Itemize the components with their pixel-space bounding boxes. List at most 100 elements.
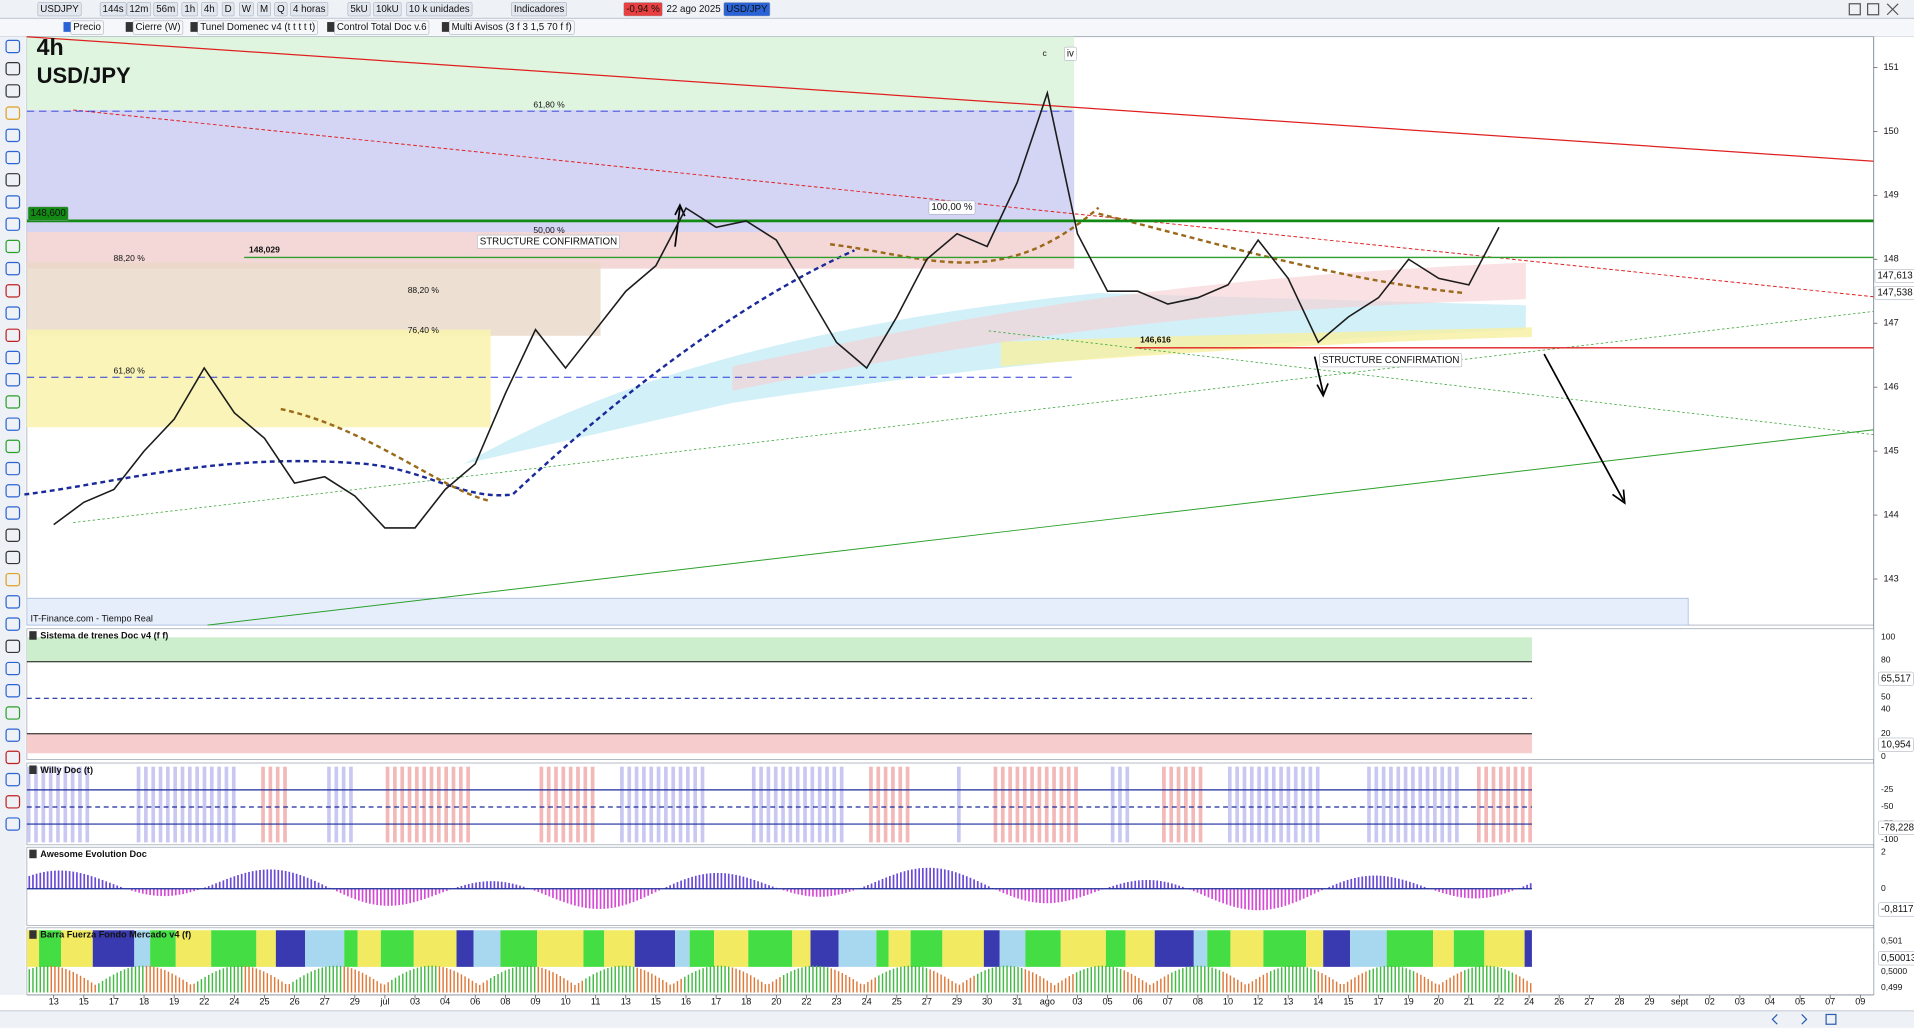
stripe <box>385 766 390 843</box>
scroll-controls[interactable] <box>1771 1013 1837 1025</box>
toolbar-item-bg[interactable] <box>201 2 218 17</box>
toolbar-item-bg[interactable] <box>623 2 663 17</box>
tool-button[interactable] <box>5 550 21 565</box>
toolbar-item[interactable]: -0,94 % <box>626 4 660 15</box>
toolbar-item-bg[interactable] <box>239 2 254 17</box>
toolbar-item-bg[interactable] <box>406 2 473 17</box>
panel-title-icon[interactable] <box>29 631 37 640</box>
toolbar-item[interactable]: 4 horas <box>293 4 326 15</box>
tool-button[interactable] <box>5 528 21 542</box>
toolbar-item[interactable]: 22 ago 2025 <box>666 4 721 15</box>
indicator-icon[interactable] <box>63 22 71 32</box>
toolbar-item[interactable]: 56m <box>156 4 175 15</box>
indicator-icon[interactable] <box>125 22 134 32</box>
tool-button[interactable] <box>5 706 21 720</box>
tool-button[interactable] <box>5 817 21 831</box>
tool-button[interactable] <box>5 461 21 476</box>
tool-button[interactable] <box>5 106 21 120</box>
window-controls[interactable] <box>1848 3 1899 16</box>
tool-button[interactable] <box>5 572 21 587</box>
toolbar-item-bg[interactable] <box>221 2 235 17</box>
indicator-item-bg[interactable] <box>334 20 430 35</box>
toolbar-item-bg[interactable] <box>511 2 568 17</box>
panel-title-icon[interactable] <box>29 930 37 939</box>
tool-button[interactable] <box>5 195 21 209</box>
tool-button[interactable] <box>5 417 21 431</box>
indicator-item[interactable]: Precio <box>73 22 101 33</box>
tool-button[interactable] <box>5 84 21 98</box>
toolbar-item[interactable]: 1h <box>184 4 195 15</box>
indicator-item-bg[interactable] <box>448 20 575 35</box>
toolbar-item[interactable]: 5kU <box>350 4 367 15</box>
tool-button[interactable] <box>5 217 21 231</box>
tool-button[interactable] <box>5 772 21 787</box>
tool-button[interactable] <box>5 506 21 520</box>
toolbar-item[interactable]: USD/JPY <box>726 4 768 15</box>
tool-button[interactable] <box>5 373 21 387</box>
zoom[interactable] <box>1825 1013 1837 1025</box>
toolbar-item-bg[interactable] <box>373 2 402 17</box>
toolbar-item[interactable]: 144s <box>103 4 124 15</box>
toolbar-item[interactable]: 4h <box>204 4 215 15</box>
indicator-icon[interactable] <box>327 22 335 32</box>
toolbar-item-bg[interactable] <box>99 2 127 17</box>
tool-button[interactable] <box>5 484 21 498</box>
tool-button[interactable] <box>5 639 21 654</box>
scroll-left[interactable] <box>1771 1014 1778 1025</box>
tool-button[interactable] <box>5 284 21 298</box>
minimize[interactable] <box>1848 3 1861 16</box>
toolbar-item-bg[interactable] <box>257 2 271 17</box>
toolbar-item[interactable]: W <box>242 4 252 15</box>
tool-button[interactable] <box>5 39 21 54</box>
tool-button[interactable] <box>5 595 21 609</box>
tool-button[interactable] <box>5 306 21 320</box>
toolbar-item[interactable]: D <box>225 4 232 15</box>
toolbar-item[interactable]: Q <box>277 4 285 15</box>
indicator-item-bg[interactable] <box>70 20 104 35</box>
tool-button[interactable] <box>5 728 21 742</box>
indicator-item-bg[interactable] <box>197 20 318 35</box>
tool-button[interactable] <box>5 128 21 143</box>
indicator-item[interactable]: Tunel Domenec v4 (t t t t t) <box>200 22 315 33</box>
tool-button[interactable] <box>5 150 21 165</box>
toolbar-item-bg[interactable] <box>347 2 371 17</box>
tool-button[interactable] <box>5 750 21 765</box>
indicator-item[interactable]: Cierre (W) <box>135 22 180 33</box>
panel-title-icon[interactable] <box>29 849 37 859</box>
toolbar-item[interactable]: 12m <box>129 4 148 15</box>
indicator-item-bg[interactable] <box>132 20 184 35</box>
toolbar-item-bg[interactable] <box>37 2 82 17</box>
tool-button[interactable] <box>5 61 21 76</box>
tool-button[interactable] <box>5 617 21 631</box>
tool-button[interactable] <box>5 350 21 365</box>
panel-title-icon[interactable] <box>29 765 37 775</box>
toolbar-item-bg[interactable] <box>181 2 198 17</box>
maximize[interactable] <box>1867 3 1880 16</box>
indicator-item[interactable]: Multi Avisos (3 f 3 1,5 70 f f) <box>452 22 572 33</box>
toolbar-item-bg[interactable] <box>723 2 771 17</box>
indicator-item[interactable]: Control Total Doc v.6 <box>337 22 427 33</box>
tool-button[interactable] <box>5 173 21 187</box>
toolbar-item-bg[interactable] <box>153 2 178 17</box>
indicator-icon[interactable] <box>190 22 198 32</box>
tool-button[interactable] <box>5 239 21 254</box>
toolbar-item[interactable]: Indicadores <box>514 4 565 15</box>
tool-button[interactable] <box>5 261 21 276</box>
indicator-icon[interactable] <box>441 22 450 32</box>
stripe <box>1030 766 1034 843</box>
tool-button[interactable] <box>5 395 21 409</box>
tool-button[interactable] <box>5 439 21 454</box>
toolbar-item[interactable]: 10kU <box>376 4 399 15</box>
toolbar-item[interactable]: 10 k unidades <box>409 4 470 15</box>
toolbar-item-bg[interactable] <box>290 2 329 17</box>
toolbar-item[interactable]: M <box>260 4 268 15</box>
scroll-right[interactable] <box>1801 1014 1808 1025</box>
tool-button[interactable] <box>5 795 21 809</box>
close[interactable] <box>1886 3 1899 16</box>
toolbar-item-bg[interactable] <box>126 2 152 17</box>
toolbar-item[interactable]: USDJPY <box>40 4 79 15</box>
tool-button[interactable] <box>5 684 21 698</box>
tool-button[interactable] <box>5 328 21 343</box>
tool-button[interactable] <box>5 661 21 676</box>
toolbar-item-bg[interactable] <box>274 2 288 17</box>
